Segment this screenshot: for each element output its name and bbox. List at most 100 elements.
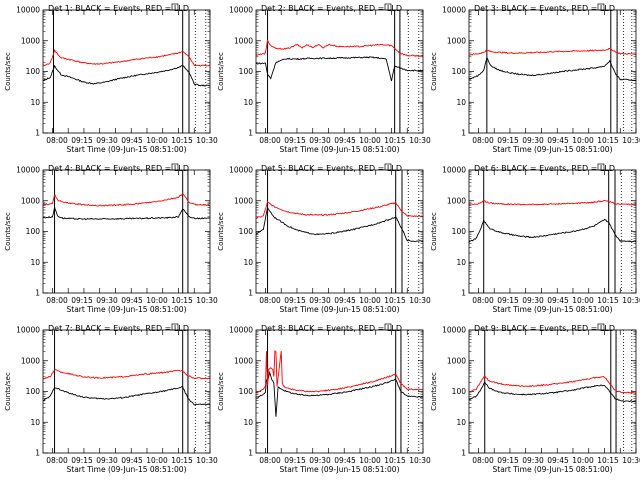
x-axis-label: Start Time (09-Jun-15 08:51:00) (67, 305, 187, 314)
chart-title: Det 3: BLACK = Events, RED = LLD (474, 4, 615, 13)
x-tick-label: 09:30 (96, 136, 118, 145)
x-tick-label: 08:00 (259, 136, 281, 145)
chart-panel-2: Det 2: BLACK = Events, RED = LLD Counts/s… (217, 3, 431, 154)
y-tick-label: 100 (239, 67, 254, 76)
series-line-events (468, 56, 637, 82)
x-tick-label: 10:15 (384, 136, 406, 145)
y-tick-label: 100 (26, 227, 41, 236)
y-tick-label: 1 (461, 129, 466, 138)
x-tick-label: 10:00 (359, 136, 381, 145)
x-tick-label: 09:45 (334, 136, 356, 145)
x-tick-label: 08:00 (46, 456, 68, 465)
x-axis-label: Start Time (09-Jun-15 08:51:00) (280, 465, 400, 474)
x-tick-label: 09:45 (121, 456, 143, 465)
series-line-lld (42, 192, 211, 207)
y-tick-label: 10 (456, 258, 466, 267)
x-tick-label: 09:15 (71, 456, 93, 465)
x-tick-label: 09:45 (547, 136, 569, 145)
series-line-lld (468, 375, 637, 394)
x-tick-label: 09:30 (309, 136, 331, 145)
y-tick-label: 10000 (442, 6, 466, 15)
y-axis-label: Counts/sec (430, 212, 438, 251)
series-line-lld (255, 38, 424, 57)
x-tick-label: 10:00 (572, 456, 594, 465)
x-tick-label: 10:30 (622, 456, 640, 465)
x-tick-label: 10:15 (597, 456, 619, 465)
y-tick-label: 1000 (21, 36, 40, 45)
plot-frame (42, 9, 211, 134)
x-tick-label: 10:15 (171, 296, 193, 305)
x-axis-label: Start Time (09-Jun-15 08:51:00) (280, 145, 400, 154)
series-line-lld (255, 201, 424, 219)
y-tick-label: 10 (456, 98, 466, 107)
series-line-lld (468, 200, 637, 206)
chart-panel-4: Det 4: BLACK = Events, RED = LLD Counts/s… (4, 163, 218, 314)
y-axis-label: Counts/sec (217, 372, 225, 411)
chart-panel-9: Det 9: BLACK = Events, RED = LLD Counts/s… (430, 323, 640, 474)
x-tick-label: 10:30 (196, 296, 218, 305)
y-tick-label: 10 (30, 98, 40, 107)
x-tick-label: 10:15 (384, 296, 406, 305)
x-tick-label: 10:30 (409, 456, 431, 465)
chart-panel-8: Det 8: BLACK = Events, RED = LLD Counts/s… (217, 323, 431, 474)
y-tick-label: 1 (461, 449, 466, 458)
y-tick-label: 100 (452, 387, 467, 396)
series-line-lld (255, 350, 424, 393)
series-line-lld (468, 47, 637, 56)
x-tick-label: 10:00 (146, 296, 168, 305)
series-line-events (42, 64, 211, 87)
x-tick-label: 10:30 (196, 136, 218, 145)
x-tick-label: 10:00 (572, 296, 594, 305)
y-axis-label: Counts/sec (430, 52, 438, 91)
series-line-lld (42, 369, 211, 380)
chart-panel-7: Det 7: BLACK = Events, RED = LLD Counts/s… (4, 323, 218, 474)
chart-title: Det 8: BLACK = Events, RED = LLD (261, 324, 402, 333)
y-tick-label: 1 (35, 449, 40, 458)
y-axis-label: Counts/sec (4, 52, 12, 91)
plot-frame (468, 329, 637, 454)
y-axis-label: Counts/sec (430, 372, 438, 411)
chart-title: Det 2: BLACK = Events, RED = LLD (261, 4, 402, 13)
chart-panel-3: Det 3: BLACK = Events, RED = LLD Counts/s… (430, 3, 640, 154)
y-tick-label: 100 (452, 67, 467, 76)
x-tick-label: 08:00 (472, 136, 494, 145)
x-tick-label: 09:45 (334, 456, 356, 465)
y-tick-label: 1 (35, 129, 40, 138)
x-axis-label: Start Time (09-Jun-15 08:51:00) (67, 465, 187, 474)
chart-title: Det 4: BLACK = Events, RED = LLD (48, 164, 189, 173)
x-tick-label: 09:45 (121, 136, 143, 145)
series-line-lld (42, 48, 211, 67)
x-tick-label: 09:15 (497, 136, 519, 145)
series-line-events (42, 206, 211, 221)
chart-title: Det 7: BLACK = Events, RED = LLD (48, 324, 189, 333)
y-tick-label: 10000 (16, 326, 40, 335)
y-tick-label: 10 (30, 258, 40, 267)
x-tick-label: 09:15 (497, 456, 519, 465)
y-tick-label: 10000 (442, 326, 466, 335)
plot-frame (255, 9, 424, 134)
y-tick-label: 1000 (21, 196, 40, 205)
x-tick-label: 10:00 (146, 136, 168, 145)
x-tick-label: 08:00 (259, 296, 281, 305)
chart-panel-1: Det 1: BLACK = Events, RED = LLD Counts/s… (4, 3, 218, 154)
x-tick-label: 09:30 (309, 296, 331, 305)
x-tick-label: 09:15 (71, 296, 93, 305)
series-line-events (468, 218, 637, 243)
y-tick-label: 1 (248, 289, 253, 298)
x-tick-label: 09:30 (522, 456, 544, 465)
chart-panel-5: Det 5: BLACK = Events, RED = LLD Counts/s… (217, 163, 431, 314)
y-tick-label: 100 (239, 387, 254, 396)
y-tick-label: 100 (452, 227, 467, 236)
x-tick-label: 09:15 (284, 456, 306, 465)
x-tick-label: 09:45 (334, 296, 356, 305)
y-tick-label: 1 (35, 289, 40, 298)
y-tick-label: 10 (243, 418, 253, 427)
x-tick-label: 10:00 (359, 296, 381, 305)
x-tick-label: 08:00 (46, 296, 68, 305)
x-tick-label: 08:00 (259, 456, 281, 465)
plot-frame (255, 329, 424, 454)
x-tick-label: 10:00 (146, 456, 168, 465)
y-axis-label: Counts/sec (217, 212, 225, 251)
y-tick-label: 10000 (442, 166, 466, 175)
plot-frame (468, 169, 637, 294)
